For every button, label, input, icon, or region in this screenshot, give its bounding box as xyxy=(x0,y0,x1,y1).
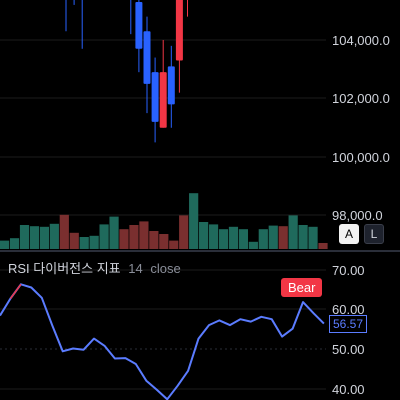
volume-series xyxy=(0,193,328,249)
candle-body xyxy=(135,1,143,49)
rsi-series xyxy=(0,283,325,400)
volume-bar xyxy=(208,224,219,249)
volume-bar xyxy=(69,232,79,249)
log-scale-button[interactable]: L xyxy=(364,224,384,244)
volume-bar xyxy=(39,226,49,249)
volume-bar xyxy=(218,229,229,249)
candle-body xyxy=(175,0,183,61)
price-axis[interactable]: 104,000.0 102,000.0 100,000.0 98,000.0 xyxy=(332,33,390,223)
volume-bar xyxy=(298,225,308,249)
candlestick-series xyxy=(65,0,188,143)
volume-bar xyxy=(49,223,59,249)
volume-bar xyxy=(179,215,189,249)
auto-scale-button[interactable]: A xyxy=(339,224,359,244)
volume-bar xyxy=(228,226,239,249)
volume-bar xyxy=(19,225,30,249)
volume-bar xyxy=(79,237,89,249)
candle-body xyxy=(167,66,175,105)
price-tick-label: 102,000.0 xyxy=(332,91,390,106)
volume-bar xyxy=(139,221,149,249)
price-tick-label: 100,000.0 xyxy=(332,150,390,165)
volume-bar xyxy=(89,235,99,249)
volume-bar xyxy=(278,226,288,249)
indicator-length: 14 xyxy=(128,261,142,276)
indicator-name: RSI 다이버전스 지표 xyxy=(8,261,121,276)
volume-bar xyxy=(258,229,268,249)
svg-text:RSI 다이버전스 지표 14: RSI 다이버전스 지표 14 close xyxy=(8,261,181,276)
rsi-line xyxy=(0,283,325,400)
bear-divergence-label: Bear xyxy=(281,278,323,297)
candle-body xyxy=(143,31,151,84)
volume-bar xyxy=(59,214,69,249)
rsi-gridlines xyxy=(0,269,326,390)
volume-bar xyxy=(268,225,278,249)
rsi-tick-label: 50.00 xyxy=(332,342,365,357)
volume-bar xyxy=(29,226,40,249)
volume-bar xyxy=(9,238,20,249)
rsi-axis[interactable]: 70.00 60.00 50.00 40.00 xyxy=(332,263,365,397)
rsi-current-value: 56.57 xyxy=(329,315,368,333)
rsi-tick-label: 60.00 xyxy=(332,302,365,317)
volume-bar xyxy=(199,222,209,249)
rsi-tick-label: 40.00 xyxy=(332,382,365,397)
volume-bar xyxy=(288,215,298,249)
indicator-source: close xyxy=(150,261,180,276)
volume-bar xyxy=(129,225,139,249)
volume-bar xyxy=(109,216,119,249)
volume-bar xyxy=(248,241,258,249)
volume-bar xyxy=(238,229,248,249)
bear-divergence-line xyxy=(9,283,22,300)
volume-bar xyxy=(169,240,179,249)
volume-bar xyxy=(119,229,129,249)
price-tick-label: 104,000.0 xyxy=(332,33,390,48)
price-tick-label: 98,000.0 xyxy=(332,208,383,223)
indicator-legend[interactable]: RSI 다이버전스 지표 14 close xyxy=(8,261,181,276)
volume-bar xyxy=(318,243,328,249)
candle-body xyxy=(151,72,159,122)
volume-bar xyxy=(189,193,199,249)
volume-bar xyxy=(159,234,169,249)
candle-body xyxy=(159,72,167,128)
volume-bar xyxy=(308,226,318,249)
volume-bar xyxy=(99,224,109,249)
volume-bar xyxy=(0,240,10,249)
volume-bar xyxy=(149,231,159,249)
rsi-tick-label: 70.00 xyxy=(332,263,365,278)
